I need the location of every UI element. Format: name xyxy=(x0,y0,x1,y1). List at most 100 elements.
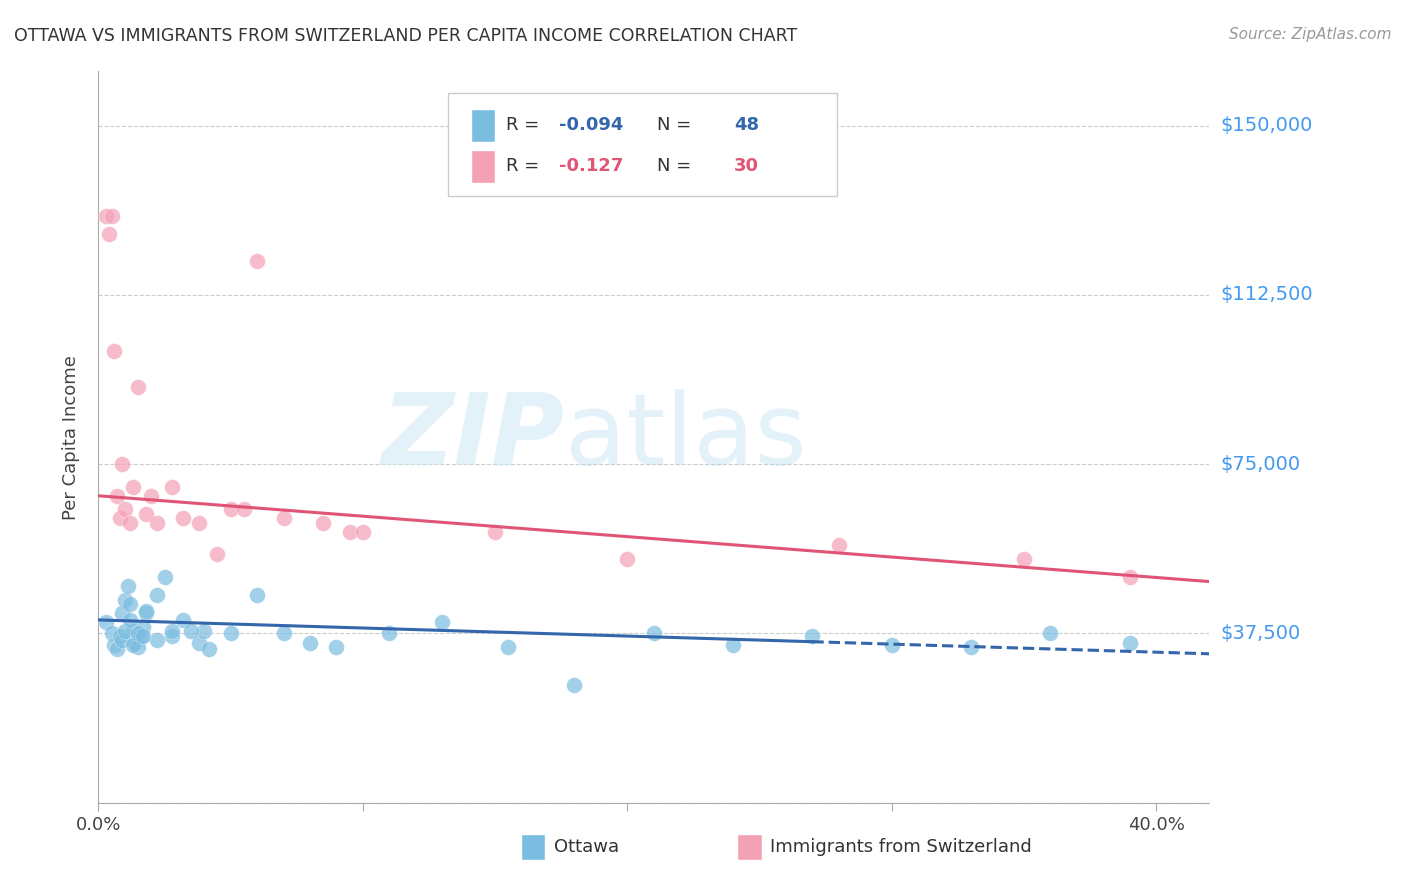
Point xyxy=(312,516,335,530)
Point xyxy=(219,502,242,516)
Text: $112,500: $112,500 xyxy=(1220,285,1313,304)
Point xyxy=(219,626,242,640)
FancyBboxPatch shape xyxy=(449,94,837,195)
Point xyxy=(132,629,155,643)
Y-axis label: Per Capita Income: Per Capita Income xyxy=(62,355,80,519)
Point xyxy=(111,633,134,648)
Text: OTTAWA VS IMMIGRANTS FROM SWITZERLAND PER CAPITA INCOME CORRELATION CHART: OTTAWA VS IMMIGRANTS FROM SWITZERLAND PE… xyxy=(14,27,797,45)
Text: R =: R = xyxy=(506,116,551,134)
Point xyxy=(1039,626,1062,640)
Point xyxy=(121,624,143,639)
Point xyxy=(98,227,121,241)
Point xyxy=(352,524,374,539)
Point xyxy=(127,640,149,654)
Point xyxy=(108,511,131,525)
Point xyxy=(187,635,209,649)
Point xyxy=(432,615,454,630)
Point xyxy=(298,635,321,649)
Point xyxy=(172,613,194,627)
Point xyxy=(96,209,118,223)
Bar xyxy=(520,833,546,860)
Point xyxy=(114,592,136,607)
Point xyxy=(828,538,851,552)
Bar xyxy=(471,109,495,142)
Point xyxy=(198,642,221,657)
Text: $37,500: $37,500 xyxy=(1220,624,1301,643)
Point xyxy=(121,480,143,494)
Point xyxy=(162,624,184,639)
Point xyxy=(129,629,152,643)
Point xyxy=(111,457,134,471)
Text: Source: ZipAtlas.com: Source: ZipAtlas.com xyxy=(1229,27,1392,42)
Text: $75,000: $75,000 xyxy=(1220,455,1301,474)
Point xyxy=(339,524,361,539)
Text: -0.127: -0.127 xyxy=(560,158,624,176)
Point xyxy=(105,642,128,657)
Point xyxy=(127,380,149,394)
Point xyxy=(103,638,125,652)
Text: 48: 48 xyxy=(734,116,759,134)
Point xyxy=(1119,570,1142,584)
Point xyxy=(108,629,131,643)
Point xyxy=(105,489,128,503)
Point xyxy=(273,511,295,525)
Point xyxy=(273,626,295,640)
Point xyxy=(378,626,401,640)
Point xyxy=(103,344,125,359)
Point xyxy=(801,629,824,643)
Point xyxy=(117,579,139,593)
Point xyxy=(180,624,202,639)
Point xyxy=(246,588,269,602)
Point xyxy=(100,626,122,640)
Point xyxy=(1119,635,1142,649)
Point xyxy=(96,615,118,630)
Point xyxy=(127,626,149,640)
Point xyxy=(172,511,194,525)
Point xyxy=(120,613,142,627)
Text: atlas: atlas xyxy=(565,389,807,485)
Point xyxy=(498,640,520,654)
Point xyxy=(124,635,146,649)
Point xyxy=(616,552,638,566)
Point xyxy=(232,502,254,516)
Point xyxy=(193,624,215,639)
Point xyxy=(114,624,136,639)
Point xyxy=(187,516,209,530)
Point xyxy=(100,209,122,223)
Text: 30: 30 xyxy=(734,158,759,176)
Text: -0.094: -0.094 xyxy=(560,116,624,134)
Point xyxy=(145,588,167,602)
Point xyxy=(132,620,155,634)
Point xyxy=(145,633,167,648)
Point xyxy=(135,606,157,620)
Point xyxy=(135,604,157,618)
Point xyxy=(721,638,744,652)
Point xyxy=(153,570,176,584)
Point xyxy=(643,626,665,640)
Point xyxy=(162,629,184,643)
Point xyxy=(880,638,903,652)
Point xyxy=(120,597,142,611)
Bar xyxy=(737,833,762,860)
Point xyxy=(1012,552,1035,566)
Point xyxy=(141,489,163,503)
Text: N =: N = xyxy=(634,158,697,176)
Text: $150,000: $150,000 xyxy=(1220,116,1313,135)
Text: R =: R = xyxy=(506,158,551,176)
Point xyxy=(162,480,184,494)
Point xyxy=(145,516,167,530)
Point xyxy=(207,548,229,562)
Text: ZIP: ZIP xyxy=(382,389,565,485)
Text: Ottawa: Ottawa xyxy=(554,838,619,855)
Point xyxy=(960,640,983,654)
Point xyxy=(484,524,506,539)
Text: N =: N = xyxy=(634,116,697,134)
Point xyxy=(121,638,143,652)
Text: Immigrants from Switzerland: Immigrants from Switzerland xyxy=(770,838,1032,855)
Point xyxy=(120,516,142,530)
Point xyxy=(111,606,134,620)
Point xyxy=(325,640,347,654)
Point xyxy=(135,507,157,521)
Point xyxy=(246,254,269,268)
Bar xyxy=(471,150,495,183)
